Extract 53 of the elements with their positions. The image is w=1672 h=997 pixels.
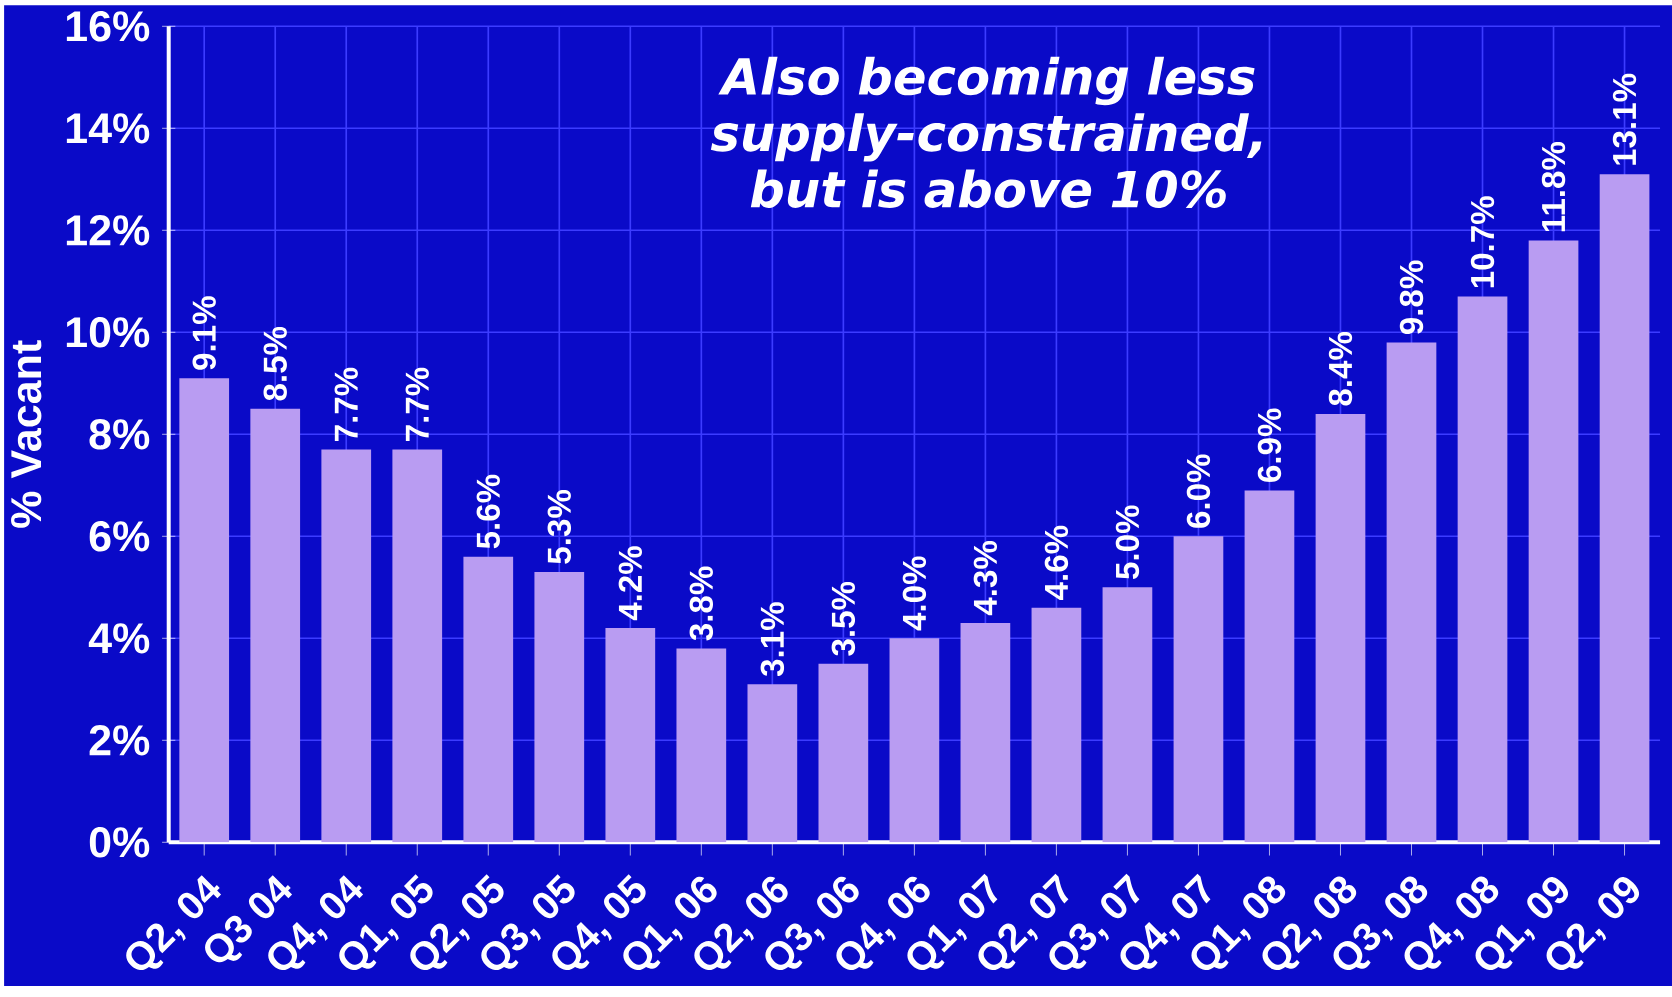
y-tick-label: 6% — [89, 520, 150, 552]
bar — [1315, 413, 1366, 843]
y-tick-label: 10% — [66, 316, 150, 348]
data-label: 4.0% — [902, 556, 927, 631]
data-label: 3.8% — [689, 566, 714, 641]
bar — [250, 408, 301, 843]
bar — [605, 627, 656, 843]
data-label: 7.7% — [334, 367, 358, 441]
bar — [463, 556, 514, 843]
y-tick-label: 2% — [89, 724, 150, 756]
bar — [1102, 587, 1153, 843]
data-label: 13.1% — [1612, 73, 1637, 165]
y-tick-label: 12% — [66, 214, 150, 246]
y-tick-label: 16% — [66, 10, 150, 42]
bar — [321, 449, 372, 843]
data-label: 7.7% — [405, 367, 429, 441]
bar — [818, 663, 869, 843]
data-label: 3.5% — [831, 581, 856, 656]
bar — [1457, 296, 1508, 843]
bar — [960, 622, 1011, 843]
y-tick-label: 4% — [88, 623, 150, 654]
bar — [1244, 490, 1295, 843]
y-axis-title: % Vacant — [11, 340, 42, 528]
data-label: 8.5% — [263, 326, 287, 401]
data-label: 5.0% — [1115, 505, 1140, 579]
data-label: 9.1% — [192, 296, 216, 370]
bar — [1528, 240, 1579, 843]
data-label: 9.8% — [1399, 260, 1424, 334]
data-label: 4.6% — [1044, 525, 1069, 600]
bar — [392, 449, 443, 843]
y-tick-label: 14% — [66, 113, 150, 144]
bar — [179, 378, 230, 843]
data-label: 5.3% — [547, 489, 572, 564]
bar — [747, 684, 798, 843]
data-label: 10.7% — [1470, 196, 1495, 288]
data-label: 4.3% — [973, 540, 998, 616]
data-label: 4.2% — [618, 546, 643, 621]
bar — [534, 571, 585, 843]
data-label: 11.8% — [1541, 141, 1566, 231]
bar — [889, 638, 940, 843]
data-label: 5.6% — [476, 474, 500, 549]
y-tick-label: 0% — [89, 826, 150, 858]
data-label: 3.1% — [760, 602, 785, 676]
data-label: 8.4% — [1328, 331, 1353, 406]
bar — [1386, 342, 1437, 843]
bar — [676, 648, 727, 843]
annotation: Also becoming less supply-constrained, but is above 10% — [710, 56, 1262, 208]
y-tick-label: 8% — [89, 418, 150, 450]
data-label: 6.0% — [1186, 454, 1211, 528]
bar — [1031, 607, 1082, 843]
bar — [1173, 536, 1224, 843]
data-label: 6.9% — [1257, 408, 1282, 482]
bar — [1599, 174, 1650, 843]
